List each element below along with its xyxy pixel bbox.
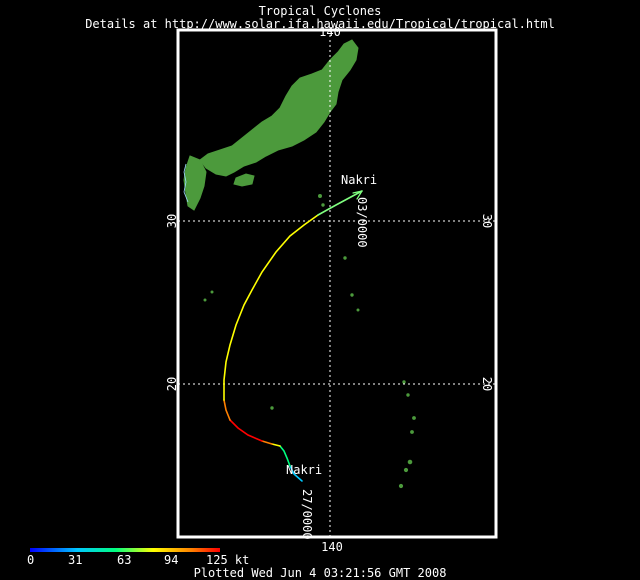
island-mariana-3 (412, 416, 416, 420)
island-mariana-6 (403, 467, 409, 473)
lon-label-top: 140 (319, 25, 341, 39)
kyushu-coast-line (183, 163, 189, 203)
island-ryukyu-2 (203, 298, 207, 302)
track-segment-strong (261, 440, 273, 445)
intensity-legend-bar (30, 548, 220, 552)
island-ryukyu-1 (210, 290, 214, 294)
island-mariana-5 (407, 459, 413, 465)
track-segment-end (317, 190, 363, 216)
island-izu-5 (356, 308, 360, 312)
storm-name-end: Nakri (341, 173, 377, 187)
island-izu-3 (343, 256, 347, 260)
map-title: Tropical Cyclones (258, 4, 382, 18)
details-url: Details at http://www.solar.ifa.hawaii.e… (85, 17, 555, 31)
legend-label-63: 63 (117, 553, 132, 567)
island-izu-1 (318, 194, 322, 198)
lat-label-30-right: 30 (480, 214, 494, 228)
storm-date-start: 27/0000 (300, 489, 314, 540)
track-segment-recurve (223, 214, 319, 401)
legend-label-94: 94 (164, 553, 179, 567)
map-frame (176, 28, 498, 539)
storm-track (223, 190, 363, 482)
island-izu-2 (321, 203, 325, 207)
legend-label-31: 31 (68, 553, 83, 567)
lat-label-30-left: 30 (165, 214, 179, 228)
island-izu-4 (350, 293, 354, 297)
track-segment-peak (229, 419, 263, 442)
island-mariana-1 (402, 380, 406, 384)
legend-label-0: 0 (27, 553, 35, 567)
track-segment-weakening (223, 399, 231, 421)
lat-label-20-right: 20 (480, 377, 494, 391)
shikoku-island (233, 173, 255, 187)
lon-label-bottom: 140 (321, 540, 343, 554)
legend-label-125: 125 kt (206, 553, 250, 567)
storm-name-start: Nakri (286, 463, 322, 477)
island-mariana-2 (406, 393, 410, 397)
storm-date-end: 03/0000 (355, 197, 369, 248)
japan-main-island (199, 39, 359, 177)
graticule (178, 30, 496, 537)
lat-label-20-left: 20 (165, 377, 179, 391)
track-segment-weak (279, 445, 291, 467)
island-mariana-4 (410, 430, 414, 434)
land-mass (183, 39, 416, 489)
track-segment-moderate (271, 443, 281, 447)
island-okinotori (270, 406, 274, 410)
plotted-timestamp: Plotted Wed Jun 4 03:21:56 GMT 2008 (193, 566, 447, 580)
island-mariana-7 (398, 483, 404, 489)
track-segment-start (289, 465, 303, 482)
track-end-arrow (352, 190, 363, 200)
